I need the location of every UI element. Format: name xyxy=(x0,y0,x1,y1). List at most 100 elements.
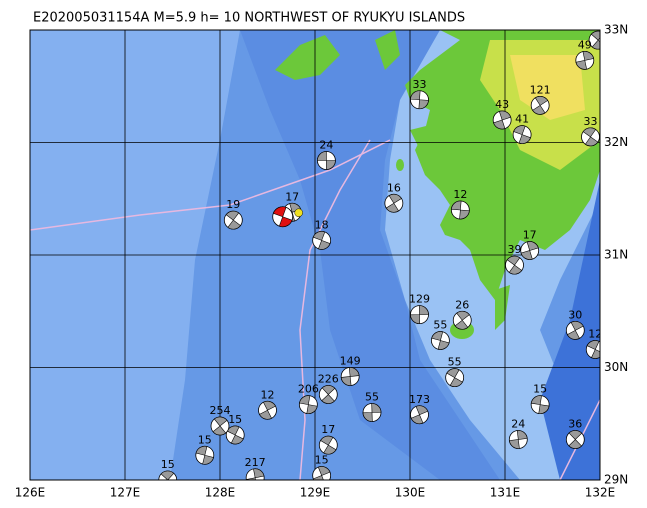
ball-quadrant xyxy=(575,51,594,70)
ball-quadrant xyxy=(312,466,331,480)
ball-quadrant xyxy=(160,470,175,480)
mainshock-marker xyxy=(294,208,303,217)
depth-label: 55 xyxy=(448,356,462,369)
island xyxy=(275,35,340,80)
beachball xyxy=(565,320,585,340)
x-tick-label: 129E xyxy=(300,486,331,500)
ball-quadrant xyxy=(493,110,512,130)
depth-label: 41 xyxy=(515,113,529,126)
depth-label: 15 xyxy=(533,383,547,396)
land-higher xyxy=(510,55,585,120)
ball-quadrant xyxy=(582,127,599,147)
depth-label: 39 xyxy=(508,243,522,256)
depth-label: 15 xyxy=(228,413,242,426)
ball-quadrant xyxy=(566,321,584,340)
beachball xyxy=(258,400,277,420)
ball-quadrant xyxy=(586,340,600,359)
beachball xyxy=(223,210,243,230)
ball-quadrant xyxy=(451,200,470,220)
beachball xyxy=(508,430,528,449)
ball-quadrant xyxy=(431,331,450,350)
depth-label: 17 xyxy=(321,423,335,436)
boundary xyxy=(30,139,391,231)
y-tick-label: 30N xyxy=(604,360,628,374)
ball-quadrant xyxy=(299,395,318,414)
depth-label: 55 xyxy=(365,391,379,404)
beachball xyxy=(430,331,450,350)
depth-label: 17 xyxy=(523,229,537,242)
beachball xyxy=(318,435,338,455)
beachball xyxy=(520,241,540,260)
beachball xyxy=(245,468,265,480)
x-tick-label: 131E xyxy=(490,486,521,500)
depth-label: 12 xyxy=(588,328,602,341)
x-tick-label: 132E xyxy=(585,486,616,500)
depth-label: 26 xyxy=(455,298,469,311)
x-tick-label: 127E xyxy=(110,486,141,500)
ball-quadrant xyxy=(272,206,293,228)
beachball xyxy=(312,230,332,250)
depth-label: 36 xyxy=(568,418,582,431)
ball-quadrant xyxy=(317,151,336,170)
x-tick-label: 130E xyxy=(395,486,426,500)
beachball xyxy=(452,310,472,330)
depth-label: 15 xyxy=(315,454,329,467)
ball-quadrant xyxy=(259,400,276,420)
map-title: E202005031154A M=5.9 h= 10 NORTHWEST OF … xyxy=(33,11,465,26)
boundary xyxy=(299,139,371,480)
ball-quadrant xyxy=(410,405,429,424)
beachball xyxy=(445,368,465,388)
ball-quadrant xyxy=(509,430,528,449)
ball-quadrant xyxy=(320,435,337,455)
ball-quadrant xyxy=(520,241,539,260)
beachball xyxy=(210,416,230,436)
depth-label: 24 xyxy=(319,139,333,152)
ball-quadrant xyxy=(340,367,360,386)
beachball xyxy=(362,403,382,422)
depth-label: 43 xyxy=(495,98,509,111)
depth-label: 16 xyxy=(387,181,401,194)
beachball xyxy=(272,206,294,228)
depth-label: 12 xyxy=(261,388,275,401)
beachball xyxy=(316,151,336,170)
beachball xyxy=(530,95,550,115)
ball-quadrant xyxy=(225,210,241,230)
depth-label: 49 xyxy=(578,38,592,51)
depth-label: 15 xyxy=(161,458,175,471)
beachball xyxy=(410,405,429,425)
ball-quadrant xyxy=(245,468,265,480)
ball-quadrant xyxy=(312,231,331,250)
beachball xyxy=(530,395,550,415)
depth-label: 24 xyxy=(511,418,525,431)
beachball xyxy=(158,470,178,480)
depth-label: 12 xyxy=(453,188,467,201)
ball-quadrant xyxy=(446,368,463,387)
depth-label: 254 xyxy=(210,404,231,417)
ball-quadrant xyxy=(532,96,549,115)
depth-label: 33 xyxy=(584,115,598,128)
ball-quadrant xyxy=(410,305,429,324)
ball-quadrant xyxy=(410,90,429,110)
depth-label: 15 xyxy=(198,433,212,446)
beachball xyxy=(588,30,600,50)
beachball xyxy=(505,255,524,275)
x-tick-label: 128E xyxy=(205,486,236,500)
ball-quadrant xyxy=(506,255,523,275)
ball-quadrant xyxy=(530,395,550,414)
depth-label: 121 xyxy=(530,83,551,96)
depth-label: 33 xyxy=(413,78,427,91)
ball-quadrant xyxy=(590,30,600,50)
ball-quadrant xyxy=(212,416,228,436)
depth-label: 55 xyxy=(433,319,447,332)
x-tick-label: 126E xyxy=(15,486,46,500)
ball-quadrant xyxy=(385,193,402,213)
y-tick-label: 31N xyxy=(604,248,628,262)
frame xyxy=(29,29,601,481)
beachball xyxy=(340,367,360,386)
beachball xyxy=(585,340,600,359)
beachball xyxy=(312,466,332,480)
boundary xyxy=(559,399,600,480)
depth-label: 206 xyxy=(298,383,319,396)
